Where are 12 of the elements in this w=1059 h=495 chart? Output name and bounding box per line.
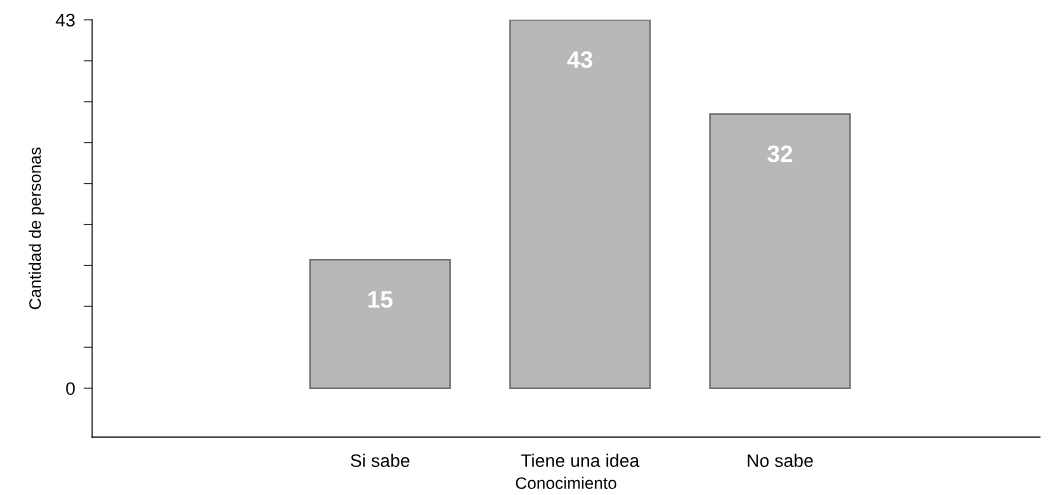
data-label: 43 <box>567 51 593 68</box>
x-axis-title: Conocimiento <box>515 476 617 489</box>
x-tick-label: No sabe <box>747 453 813 468</box>
bar <box>309 258 451 390</box>
data-label: 32 <box>767 145 793 163</box>
x-tick-label: Tiene una idea <box>521 453 640 468</box>
data-label: 15 <box>368 291 393 308</box>
bar <box>509 19 651 390</box>
y-tick-label: 0 <box>66 382 75 395</box>
bar <box>709 113 851 390</box>
y-axis-title: Cantidad de personas <box>28 147 45 310</box>
x-tick-label: Si sabe <box>350 453 410 468</box>
